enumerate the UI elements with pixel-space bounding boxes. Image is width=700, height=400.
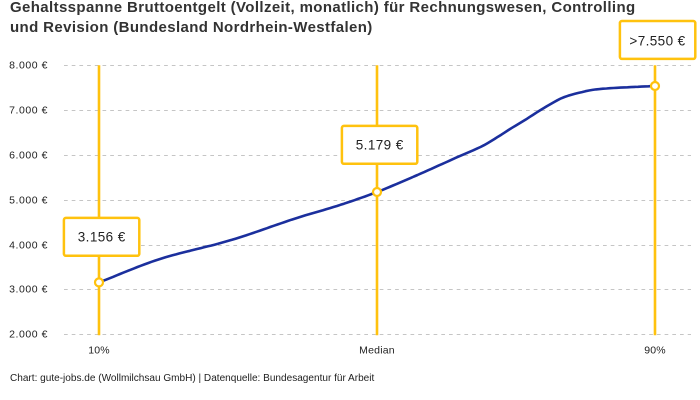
svg-text:Median: Median — [359, 345, 395, 357]
svg-text:8.000 €: 8.000 € — [9, 60, 48, 72]
svg-text:6.000 €: 6.000 € — [9, 150, 48, 162]
svg-text:5.000 €: 5.000 € — [9, 195, 48, 207]
svg-text:5.179 €: 5.179 € — [356, 138, 404, 153]
svg-text:3.000 €: 3.000 € — [9, 284, 48, 296]
svg-text:2.000 €: 2.000 € — [9, 329, 48, 341]
svg-text:3.156 €: 3.156 € — [78, 230, 126, 245]
svg-text:4.000 €: 4.000 € — [9, 240, 48, 252]
svg-text:90%: 90% — [644, 345, 666, 357]
svg-text:7.000 €: 7.000 € — [9, 105, 48, 117]
svg-text:10%: 10% — [88, 345, 110, 357]
svg-text:>7.550 €: >7.550 € — [629, 34, 685, 49]
